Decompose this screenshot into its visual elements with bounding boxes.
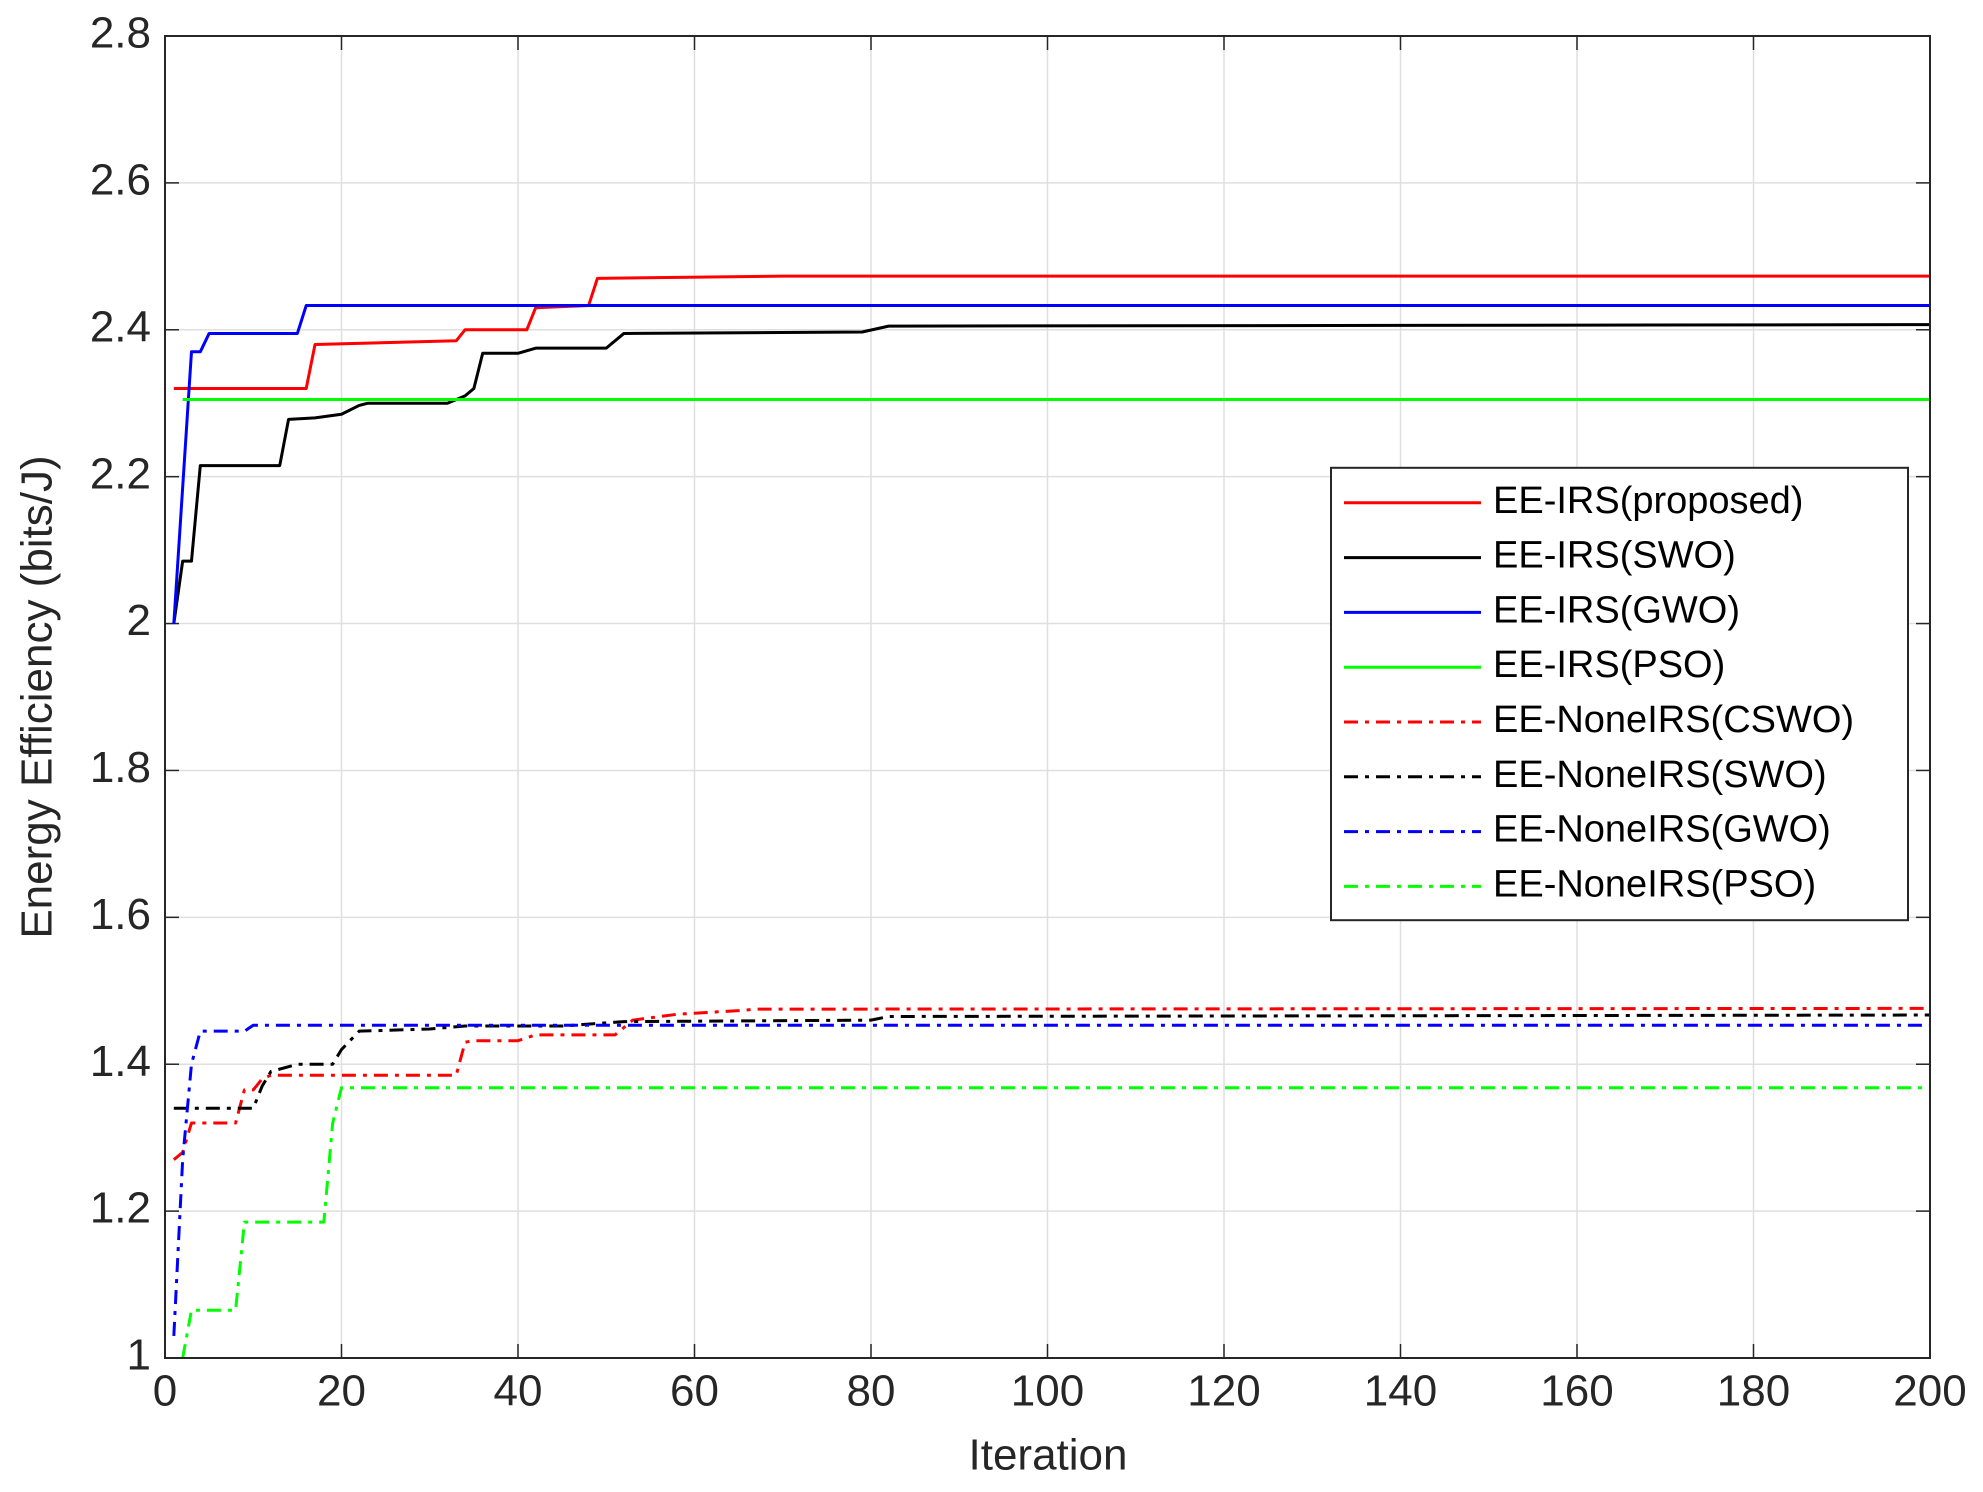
- legend: EE-IRS(proposed) EE-IRS(SWO) EE-IRS(GWO) EE…: [1330, 466, 1909, 922]
- y-tick-label: 2.4: [90, 302, 151, 351]
- y-tick-label: 1.4: [90, 1037, 151, 1086]
- series-line: [173, 1013, 1931, 1110]
- x-tick-label: 20: [317, 1367, 366, 1416]
- legend-label: EE-NoneIRS(SWO): [1493, 754, 1827, 796]
- legend-label: EE-IRS(PSO): [1493, 644, 1725, 686]
- x-axis-label: Iteration: [969, 1431, 1128, 1480]
- y-axis-label: Energy Efficiency (bits/J): [13, 455, 62, 938]
- series-line: [172, 1023, 1930, 1337]
- y-tick-label: 2.2: [90, 449, 151, 498]
- legend-label: EE-IRS(proposed): [1493, 480, 1803, 522]
- x-tick-label: 200: [1893, 1367, 1966, 1416]
- y-tick-label: 1.8: [90, 743, 151, 792]
- series-line: [172, 1006, 1931, 1161]
- legend-label: EE-NoneIRS(GWO): [1493, 809, 1831, 851]
- legend-label: EE-IRS(GWO): [1493, 589, 1740, 631]
- x-tick-label: 0: [153, 1367, 177, 1416]
- y-tick-label: 2.6: [90, 156, 151, 205]
- series-line: [172, 304, 1930, 624]
- series-line: [173, 274, 1930, 391]
- x-tick-label: 80: [847, 1367, 896, 1416]
- legend-label: EE-NoneIRS(CSWO): [1493, 699, 1854, 741]
- plot-frame: [164, 35, 1931, 1359]
- legend-label: EE-NoneIRS(PSO): [1493, 863, 1816, 905]
- legend-box: [1330, 466, 1909, 922]
- y-tick-label: 1.6: [90, 890, 151, 939]
- series-line: [181, 1086, 1930, 1359]
- x-tick-label: 60: [670, 1367, 719, 1416]
- x-tick-label: 160: [1540, 1367, 1613, 1416]
- x-tick-label: 140: [1364, 1367, 1437, 1416]
- legend-label: EE-IRS(SWO): [1493, 535, 1736, 577]
- y-tick-label: 1: [127, 1331, 151, 1380]
- y-tick-label: 2.8: [90, 9, 151, 58]
- x-tick-label: 40: [494, 1367, 543, 1416]
- x-tick-label: 120: [1187, 1367, 1260, 1416]
- y-tick-label: 2: [127, 596, 151, 645]
- x-tick-label: 180: [1717, 1367, 1790, 1416]
- series-line: [172, 323, 1931, 624]
- y-tick-label: 1.2: [90, 1184, 151, 1233]
- x-tick-label: 100: [1011, 1367, 1084, 1416]
